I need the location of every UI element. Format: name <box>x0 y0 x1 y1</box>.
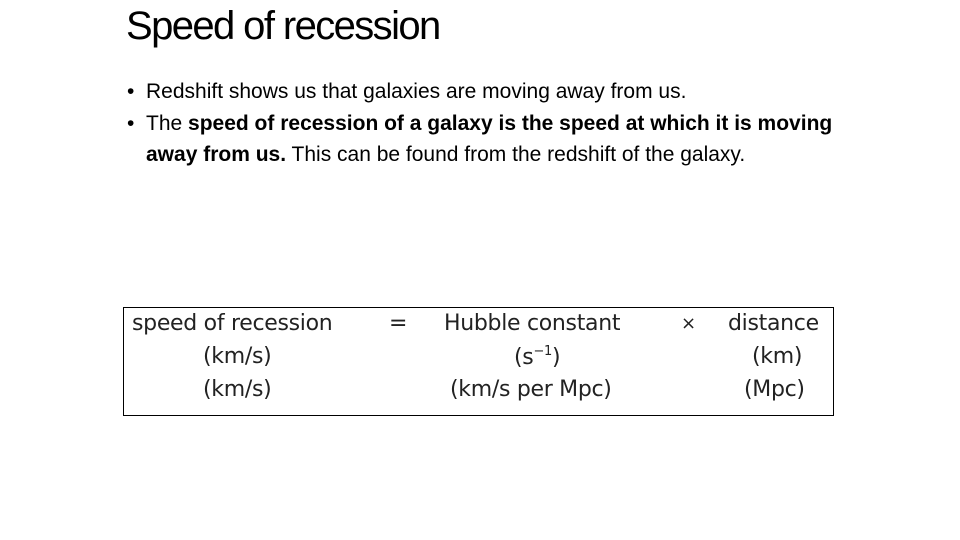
formula-distance-unit-mpc: (Mpc) <box>744 377 805 402</box>
formula-lhs: speed of recession <box>132 311 333 336</box>
formula-distance-unit-km: (km) <box>752 344 803 369</box>
bullet-marker: • <box>127 80 135 103</box>
bullet-text: Redshift shows us that galaxies are movi… <box>146 80 687 103</box>
slide-title: Speed of recession <box>126 4 441 48</box>
bullet-suffix: This can be found from the redshift of t… <box>286 143 746 166</box>
formula-hubble-unit-inverse-seconds: (s−1) <box>514 344 561 370</box>
bullet-item: • The speed of recession of a galaxy is … <box>127 108 847 170</box>
formula-equals: = <box>389 311 408 336</box>
bullet-text: The speed of recession of a galaxy is th… <box>146 108 847 170</box>
formula-times-sign: × <box>681 313 696 334</box>
bullet-marker: • <box>127 112 135 135</box>
formula-term-distance: distance <box>728 311 819 336</box>
formula-hubble-unit-km-s-per-mpc: (km/s per Mpc) <box>450 377 612 402</box>
bullet-list: • Redshift shows us that galaxies are mo… <box>127 76 847 170</box>
bullet-item: • Redshift shows us that galaxies are mo… <box>127 76 847 107</box>
formula-term-hubble-constant: Hubble constant <box>444 311 621 336</box>
formula-lhs-unit-km-s: (km/s) <box>203 344 272 369</box>
formula-box: speed of recession = Hubble constant × d… <box>123 307 834 416</box>
formula-lhs-unit-km-s-alt: (km/s) <box>203 377 272 402</box>
bullet-bold-definition: speed of recession of a galaxy is the sp… <box>146 112 833 166</box>
bullet-prefix: The <box>146 112 189 135</box>
